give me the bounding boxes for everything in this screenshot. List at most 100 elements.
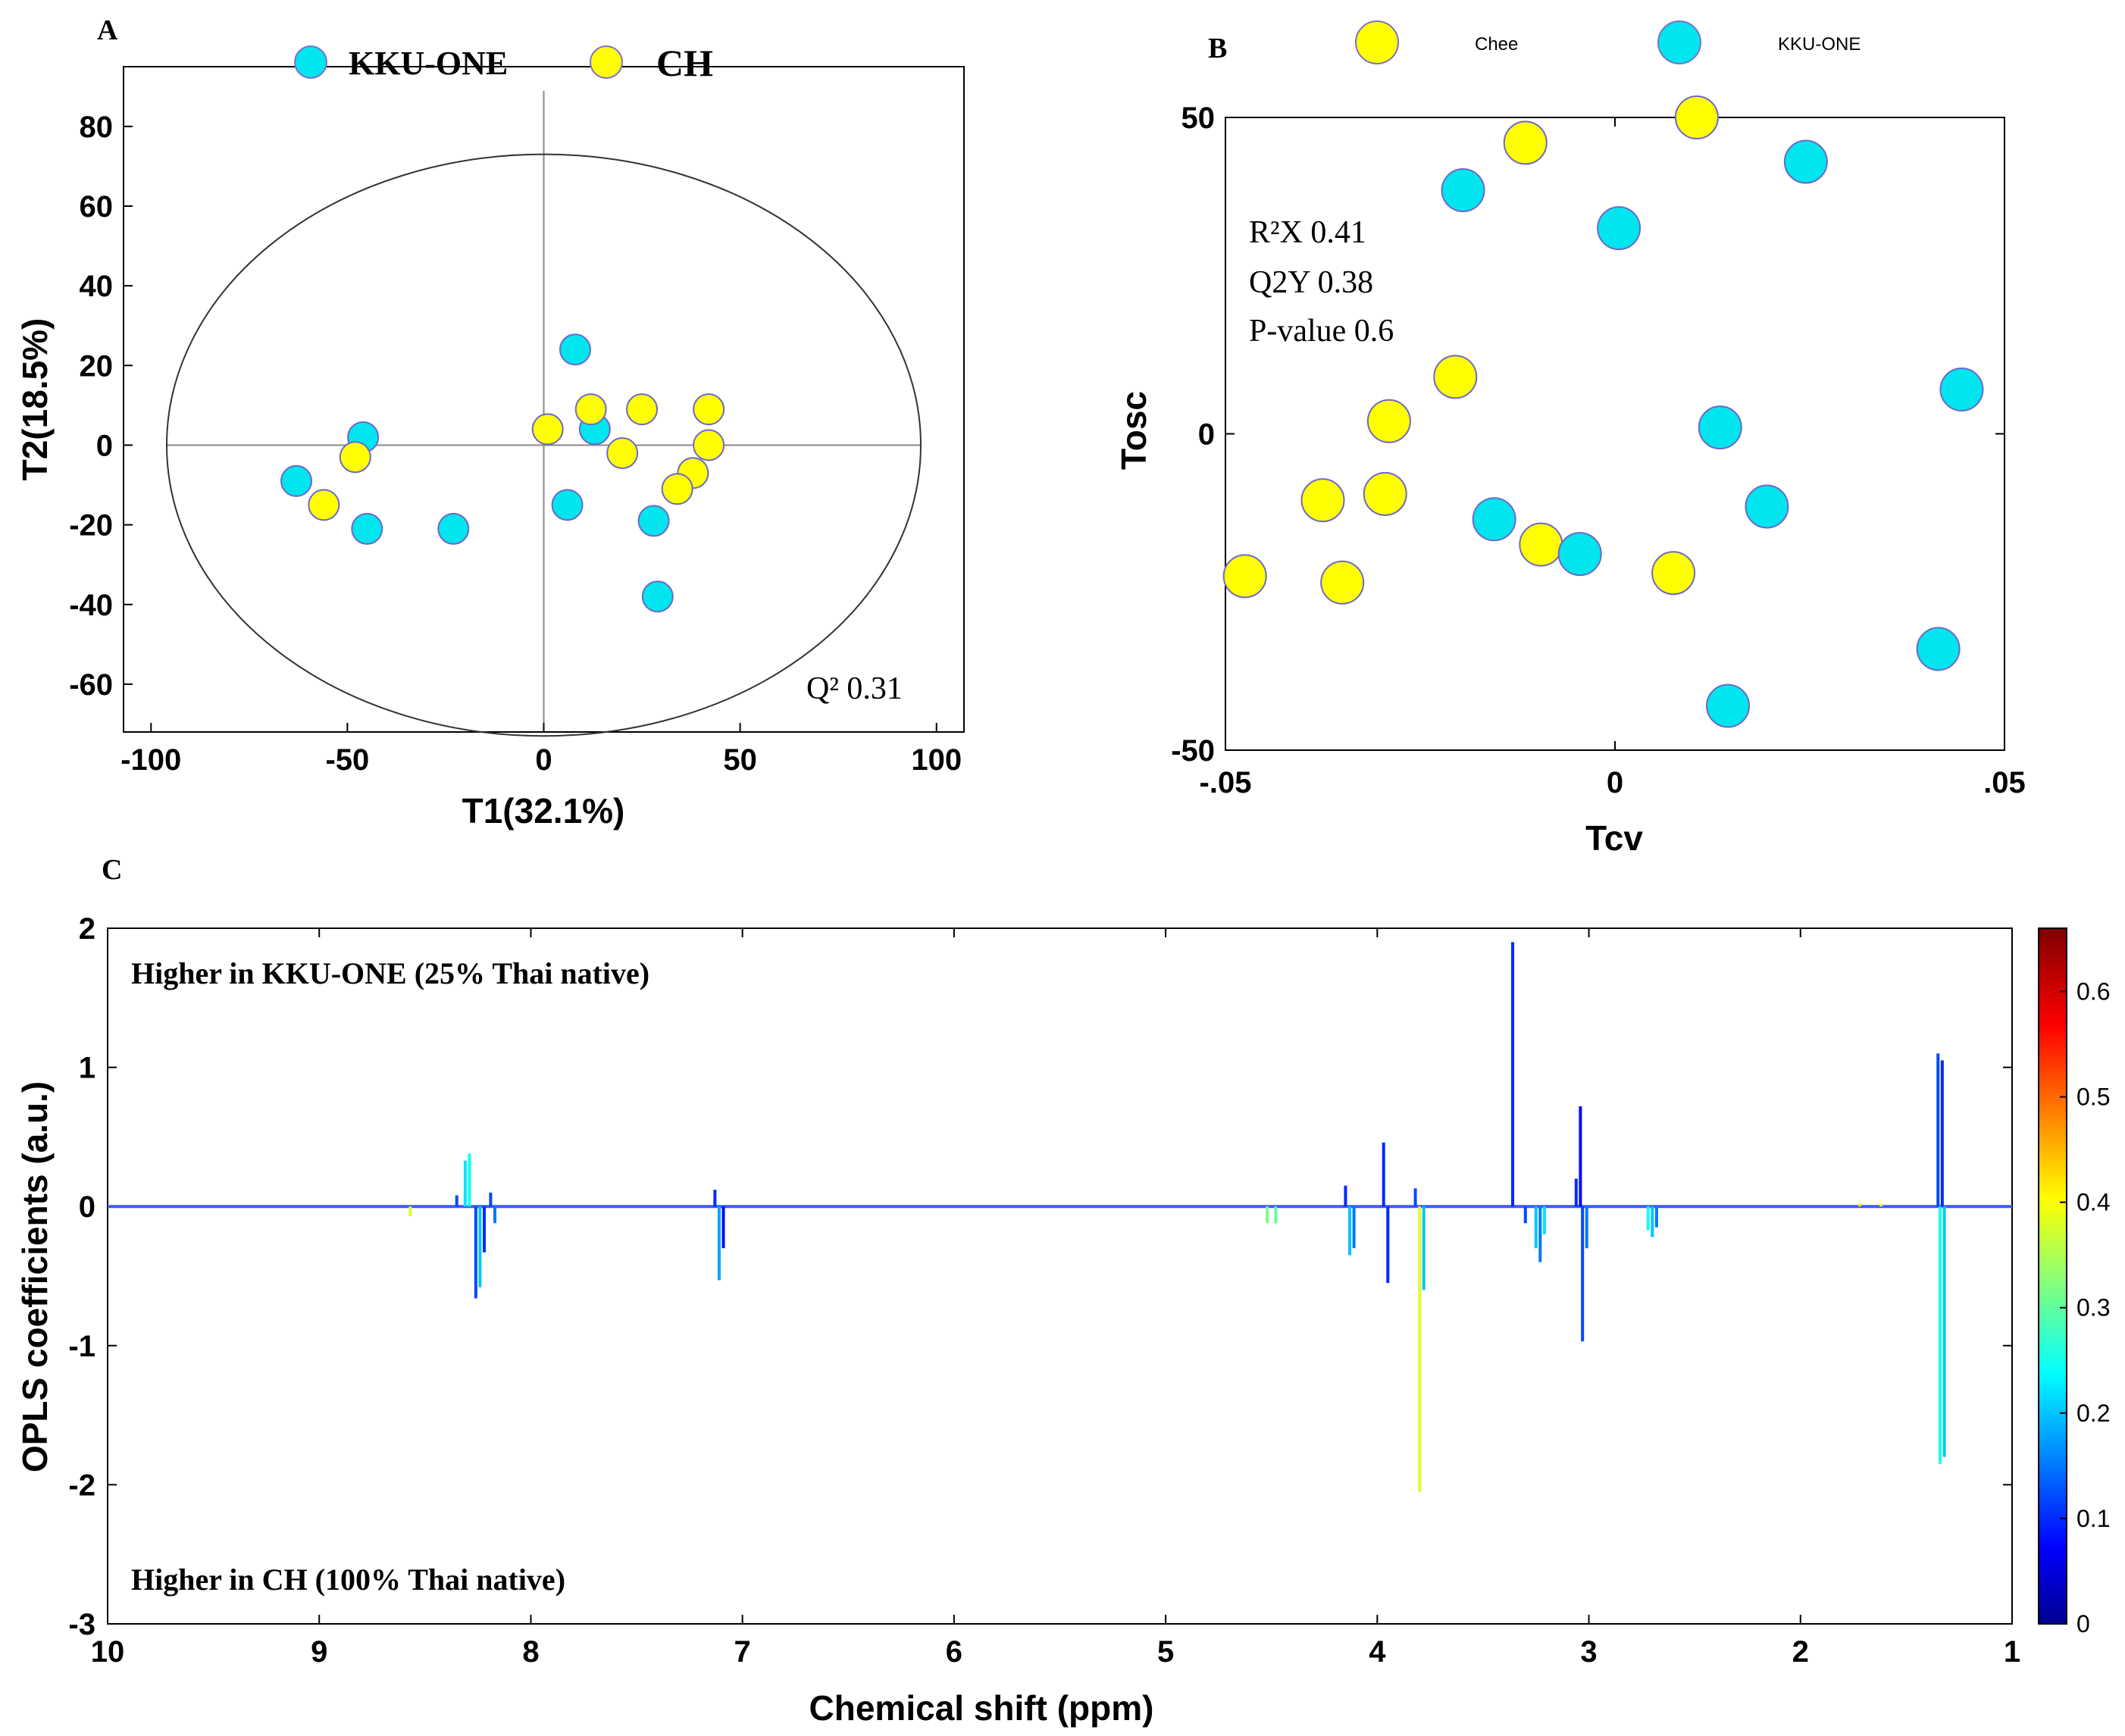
colorbar-tick-label: 0 xyxy=(2076,1610,2090,1637)
panel-b-point-chee xyxy=(1674,95,1719,139)
panel-b-x-tick-label: .05 xyxy=(1983,766,2026,799)
panel-c-x-tick-label: 4 xyxy=(1369,1635,1386,1669)
panel-c-y-label: OPLS coefficients (a.u.) xyxy=(15,1081,55,1472)
panel-b-point-chee xyxy=(1503,120,1548,165)
panel-c-x-tick-label: 7 xyxy=(734,1635,751,1669)
panel-b-point-kku xyxy=(1472,497,1516,542)
panel-a-point-kku xyxy=(280,464,313,497)
panel-a-y-tick-label: -60 xyxy=(69,668,113,702)
panel-c-x-tick-label: 6 xyxy=(946,1635,962,1669)
panel-a-y-label: T2(18.5%) xyxy=(15,318,55,481)
panel-a-y-tick-label: -20 xyxy=(69,509,113,543)
panel-a-point-ch xyxy=(626,393,659,426)
panel-b-q2y-annotation: Q2Y 0.38 xyxy=(1249,265,1373,300)
panel-c-x-tick-label: 3 xyxy=(1580,1635,1597,1669)
panel-c-y-tick-label: 0 xyxy=(79,1190,95,1224)
panel-a-point-kku xyxy=(637,505,670,537)
colorbar-gradient xyxy=(2038,927,2067,1625)
panel-c-axes-frame xyxy=(107,927,2013,1625)
panel-a-point-kku xyxy=(641,580,674,613)
panel-c-y-tick-label: 2 xyxy=(79,912,95,946)
panel-a-legend-label-ch: CH xyxy=(656,42,713,84)
panel-b-point-chee xyxy=(1320,560,1365,605)
panel-b-point-chee xyxy=(1366,399,1411,443)
panel-b-point-chee xyxy=(1433,355,1478,399)
panel-b-points xyxy=(1222,95,1984,728)
panel-a-point-ch xyxy=(661,473,693,505)
panel-b-point-chee xyxy=(1651,551,1696,596)
panel-a-point-kku xyxy=(559,333,591,366)
panel-c-x-tick-label: 1 xyxy=(2004,1635,2020,1669)
panel-a-point-ch xyxy=(308,489,340,521)
panel-b-point-kku xyxy=(1698,405,1742,450)
panel-a-point-ch xyxy=(574,393,607,426)
panel-b-y-tick-label: 0 xyxy=(1198,418,1215,452)
panel-c-x-tick-label: 10 xyxy=(91,1635,125,1669)
panel-a-guides xyxy=(166,91,922,737)
panel-b-legend-label-kku: KKU-ONE xyxy=(1778,34,1861,55)
panel-a-y-tick-label: 60 xyxy=(80,190,114,224)
panel-a-point-ch xyxy=(339,441,371,474)
panel-b-point-chee xyxy=(1222,554,1267,599)
colorbar-tick-label: 0.5 xyxy=(2076,1084,2110,1111)
panel-b-ticks: -.05 0 .05 50 0 -50 xyxy=(1171,102,2026,799)
panel-b-point-kku xyxy=(1783,139,1828,184)
panel-a-x-tick-label: 100 xyxy=(911,743,962,777)
panel-a: A -100 -50 0 50 100 80 60 40 20 0 -20 -40 -60 T1(32.… xyxy=(15,14,965,830)
panel-a-y-tick-label: 80 xyxy=(80,111,114,144)
panel-a-y-tick-label: 40 xyxy=(80,270,114,303)
panel-a-point-ch xyxy=(606,436,639,469)
panel-a-x-tick-label: 50 xyxy=(723,743,757,777)
panel-b-r2x-annotation: R²X 0.41 xyxy=(1249,215,1366,250)
panel-a-point-ch xyxy=(531,413,564,446)
panel-b-point-chee xyxy=(1300,478,1345,523)
panel-c-x-tick-label: 8 xyxy=(522,1635,539,1669)
panel-b-label: B xyxy=(1208,33,1227,64)
panel-a-x-tick-label: -50 xyxy=(325,743,369,777)
panel-b-point-kku xyxy=(1706,683,1751,728)
panel-b-legend-label-chee: Chee xyxy=(1475,34,1518,55)
panel-a-point-kku xyxy=(551,489,584,521)
panel-c-x-label: Chemical shift (ppm) xyxy=(809,1688,1154,1728)
panel-b-legend-marker-chee xyxy=(1355,20,1399,64)
panel-c-x-tick-label: 9 xyxy=(311,1635,327,1669)
panel-b-point-chee xyxy=(1519,522,1563,567)
panel-c-y-tick-label: -3 xyxy=(68,1608,95,1641)
panel-a-ticks: -100 -50 0 50 100 80 60 40 20 0 -20 -40 -60 xyxy=(69,111,962,777)
panel-a-point-ch xyxy=(693,429,725,461)
panel-a-point-kku xyxy=(437,512,470,545)
panel-a-points xyxy=(280,333,725,613)
panel-b-legend: Chee KKU-ONE xyxy=(1355,20,1861,64)
panel-b-point-chee xyxy=(1363,471,1407,516)
colorbar-tick-label: 0.4 xyxy=(2076,1189,2110,1216)
panel-a-y-tick-label: 20 xyxy=(80,349,114,383)
panel-c-peaks xyxy=(408,942,1946,1492)
panel-b-point-kku xyxy=(1916,627,1961,671)
panel-c-bottom-note: Higher in CH (100% Thai native) xyxy=(131,1562,565,1597)
panel-b-point-kku xyxy=(1597,206,1641,251)
panel-c-colorbar: 0 0.1 0.2 0.3 0.4 0.5 0.6 xyxy=(2038,927,2110,1637)
panel-b: B -.05 0 .05 50 0 -50 Tcv Tosc R²X 0.41 Q2Y 0… xyxy=(1114,20,2026,858)
panel-b-y-tick-label: 50 xyxy=(1181,102,1216,135)
panel-a-x-tick-label: 0 xyxy=(535,743,552,777)
panel-a-y-tick-label: -40 xyxy=(69,589,113,622)
panel-a-point-ch xyxy=(693,393,725,426)
panel-b-point-kku xyxy=(1745,484,1789,529)
panel-a-q2-annotation: Q² 0.31 xyxy=(806,671,903,706)
panel-c-y-tick-label: 1 xyxy=(79,1052,95,1085)
panel-c-x-tick-label: 2 xyxy=(1792,1635,1809,1669)
panel-a-legend-marker-ch xyxy=(590,45,623,79)
panel-b-pvalue-annotation: P-value 0.6 xyxy=(1249,314,1394,349)
colorbar-tick-label: 0.2 xyxy=(2076,1400,2110,1427)
colorbar-tick-label: 0.6 xyxy=(2076,977,2110,1005)
panel-a-legend-marker-kku xyxy=(294,45,327,79)
panel-a-legend-label-kku: KKU-ONE xyxy=(349,45,508,82)
panel-b-point-kku xyxy=(1557,532,1602,577)
panel-c-x-tick-label: 5 xyxy=(1157,1635,1174,1669)
panel-a-x-tick-label: -100 xyxy=(120,743,181,777)
panel-b-x-tick-label: 0 xyxy=(1607,766,1623,799)
panel-a-legend: KKU-ONE CH xyxy=(294,42,713,84)
panel-a-x-label: T1(32.1%) xyxy=(462,791,625,830)
